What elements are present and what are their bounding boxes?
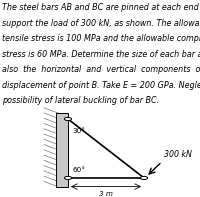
Bar — [56, 113, 68, 187]
Text: 3 m: 3 m — [99, 191, 113, 197]
Text: The steel bars AB and BC are pinned at each end and: The steel bars AB and BC are pinned at e… — [2, 3, 200, 12]
Text: possibility of lateral buckling of bar BC.: possibility of lateral buckling of bar B… — [2, 96, 159, 105]
Circle shape — [64, 117, 72, 121]
Text: displacement of point B. Take E = 200 GPa. Neglect any: displacement of point B. Take E = 200 GP… — [2, 81, 200, 90]
Text: 30°: 30° — [72, 128, 85, 134]
Text: 300 kN: 300 kN — [164, 150, 192, 159]
Circle shape — [64, 176, 72, 179]
Text: 60°: 60° — [72, 167, 85, 173]
Text: support the load of 300 kN, as shown. The allowable: support the load of 300 kN, as shown. Th… — [2, 19, 200, 28]
Text: also  the  horizontal  and  vertical  components  of: also the horizontal and vertical compone… — [2, 65, 200, 74]
Text: tensile stress is 100 MPa and the allowable compressive: tensile stress is 100 MPa and the allowa… — [2, 34, 200, 43]
Circle shape — [140, 176, 148, 179]
Text: stress is 60 MPa. Determine the size of each bar and: stress is 60 MPa. Determine the size of … — [2, 50, 200, 59]
